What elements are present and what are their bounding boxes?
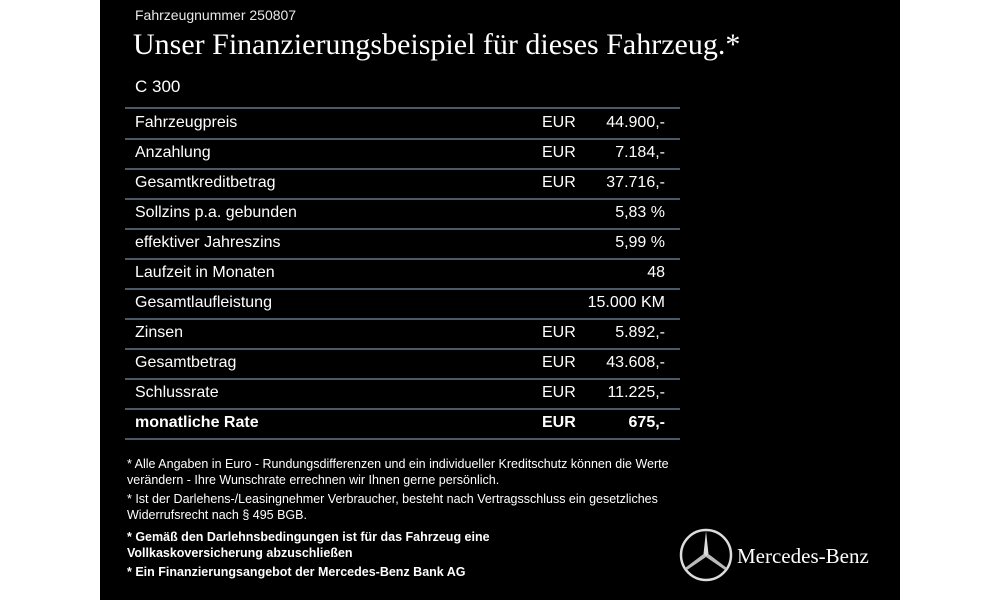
brand-name: Mercedes-Benz <box>737 544 869 568</box>
row-value: 5,83 % <box>615 204 665 221</box>
row-currency: EUR <box>542 114 576 131</box>
table-row: Gesamtlaufleistung 15.000 KM <box>125 288 680 320</box>
row-value: 7.184,- <box>615 144 665 161</box>
table-top-line <box>125 107 680 109</box>
model: C 300 <box>135 77 181 96</box>
vehicle-number: Fahrzeugnummer 250807 <box>135 7 297 23</box>
row-label: Schlussrate <box>135 384 219 401</box>
row-label: Zinsen <box>135 324 184 341</box>
footnote: * Ein Finanzierungsangebot der Mercedes-… <box>127 565 466 579</box>
row-currency: EUR <box>542 144 576 161</box>
table-row: Gesamtkreditbetrag EUR 37.716,- <box>125 168 680 200</box>
row-label: Laufzeit in Monaten <box>135 264 275 281</box>
footnote: * Ist der Darlehens-/Leasingnehmer Verbr… <box>127 492 658 522</box>
footnote: * Alle Angaben in Euro - Rundungsdiffere… <box>127 457 669 487</box>
row-label: Fahrzeugpreis <box>135 114 238 131</box>
row-label: Anzahlung <box>135 144 211 161</box>
table-row: effektiver Jahreszins 5,99 % <box>125 228 680 260</box>
footnote: * Gemäß den Darlehnsbedingungen ist für … <box>127 530 490 560</box>
row-value: 5.892,- <box>615 324 665 341</box>
table-row: Gesamtbetrag EUR 43.608,- <box>125 348 680 380</box>
table-row: Zinsen EUR 5.892,- <box>125 318 680 350</box>
table-row: Fahrzeugpreis EUR 44.900,- <box>125 108 680 140</box>
row-value: 675,- <box>628 414 665 431</box>
brand-logo <box>679 528 733 582</box>
table-row: Sollzins p.a. gebunden 5,83 % <box>125 198 680 230</box>
table-row: monatliche Rate EUR 675,- <box>125 408 680 440</box>
row-currency: EUR <box>542 174 576 191</box>
financing-panel: Fahrzeugnummer 250807 Unser Finanzierung… <box>100 0 900 600</box>
row-value: 48 <box>647 264 665 281</box>
row-value: 44.900,- <box>606 114 665 131</box>
row-value: 43.608,- <box>606 354 665 371</box>
row-currency: EUR <box>542 414 576 431</box>
row-currency: EUR <box>542 384 576 401</box>
title: Unser Finanzierungsbeispiel für dieses F… <box>133 28 741 61</box>
table-row: Schlussrate EUR 11.225,- <box>125 378 680 410</box>
row-label: Gesamtlaufleistung <box>135 294 272 311</box>
row-value: 15.000 KM <box>587 294 665 311</box>
row-currency: EUR <box>542 324 576 341</box>
row-value: 5,99 % <box>615 234 665 251</box>
row-label: effektiver Jahreszins <box>135 234 281 251</box>
row-label: Gesamtkreditbetrag <box>135 174 276 191</box>
table-row: Laufzeit in Monaten 48 <box>125 258 680 290</box>
row-currency: EUR <box>542 354 576 371</box>
row-value: 37.716,- <box>606 174 665 191</box>
row-label: Sollzins p.a. gebunden <box>135 204 297 221</box>
table-row: Anzahlung EUR 7.184,- <box>125 138 680 170</box>
row-value: 11.225,- <box>607 384 665 401</box>
row-label: monatliche Rate <box>135 414 259 431</box>
row-label: Gesamtbetrag <box>135 354 237 371</box>
